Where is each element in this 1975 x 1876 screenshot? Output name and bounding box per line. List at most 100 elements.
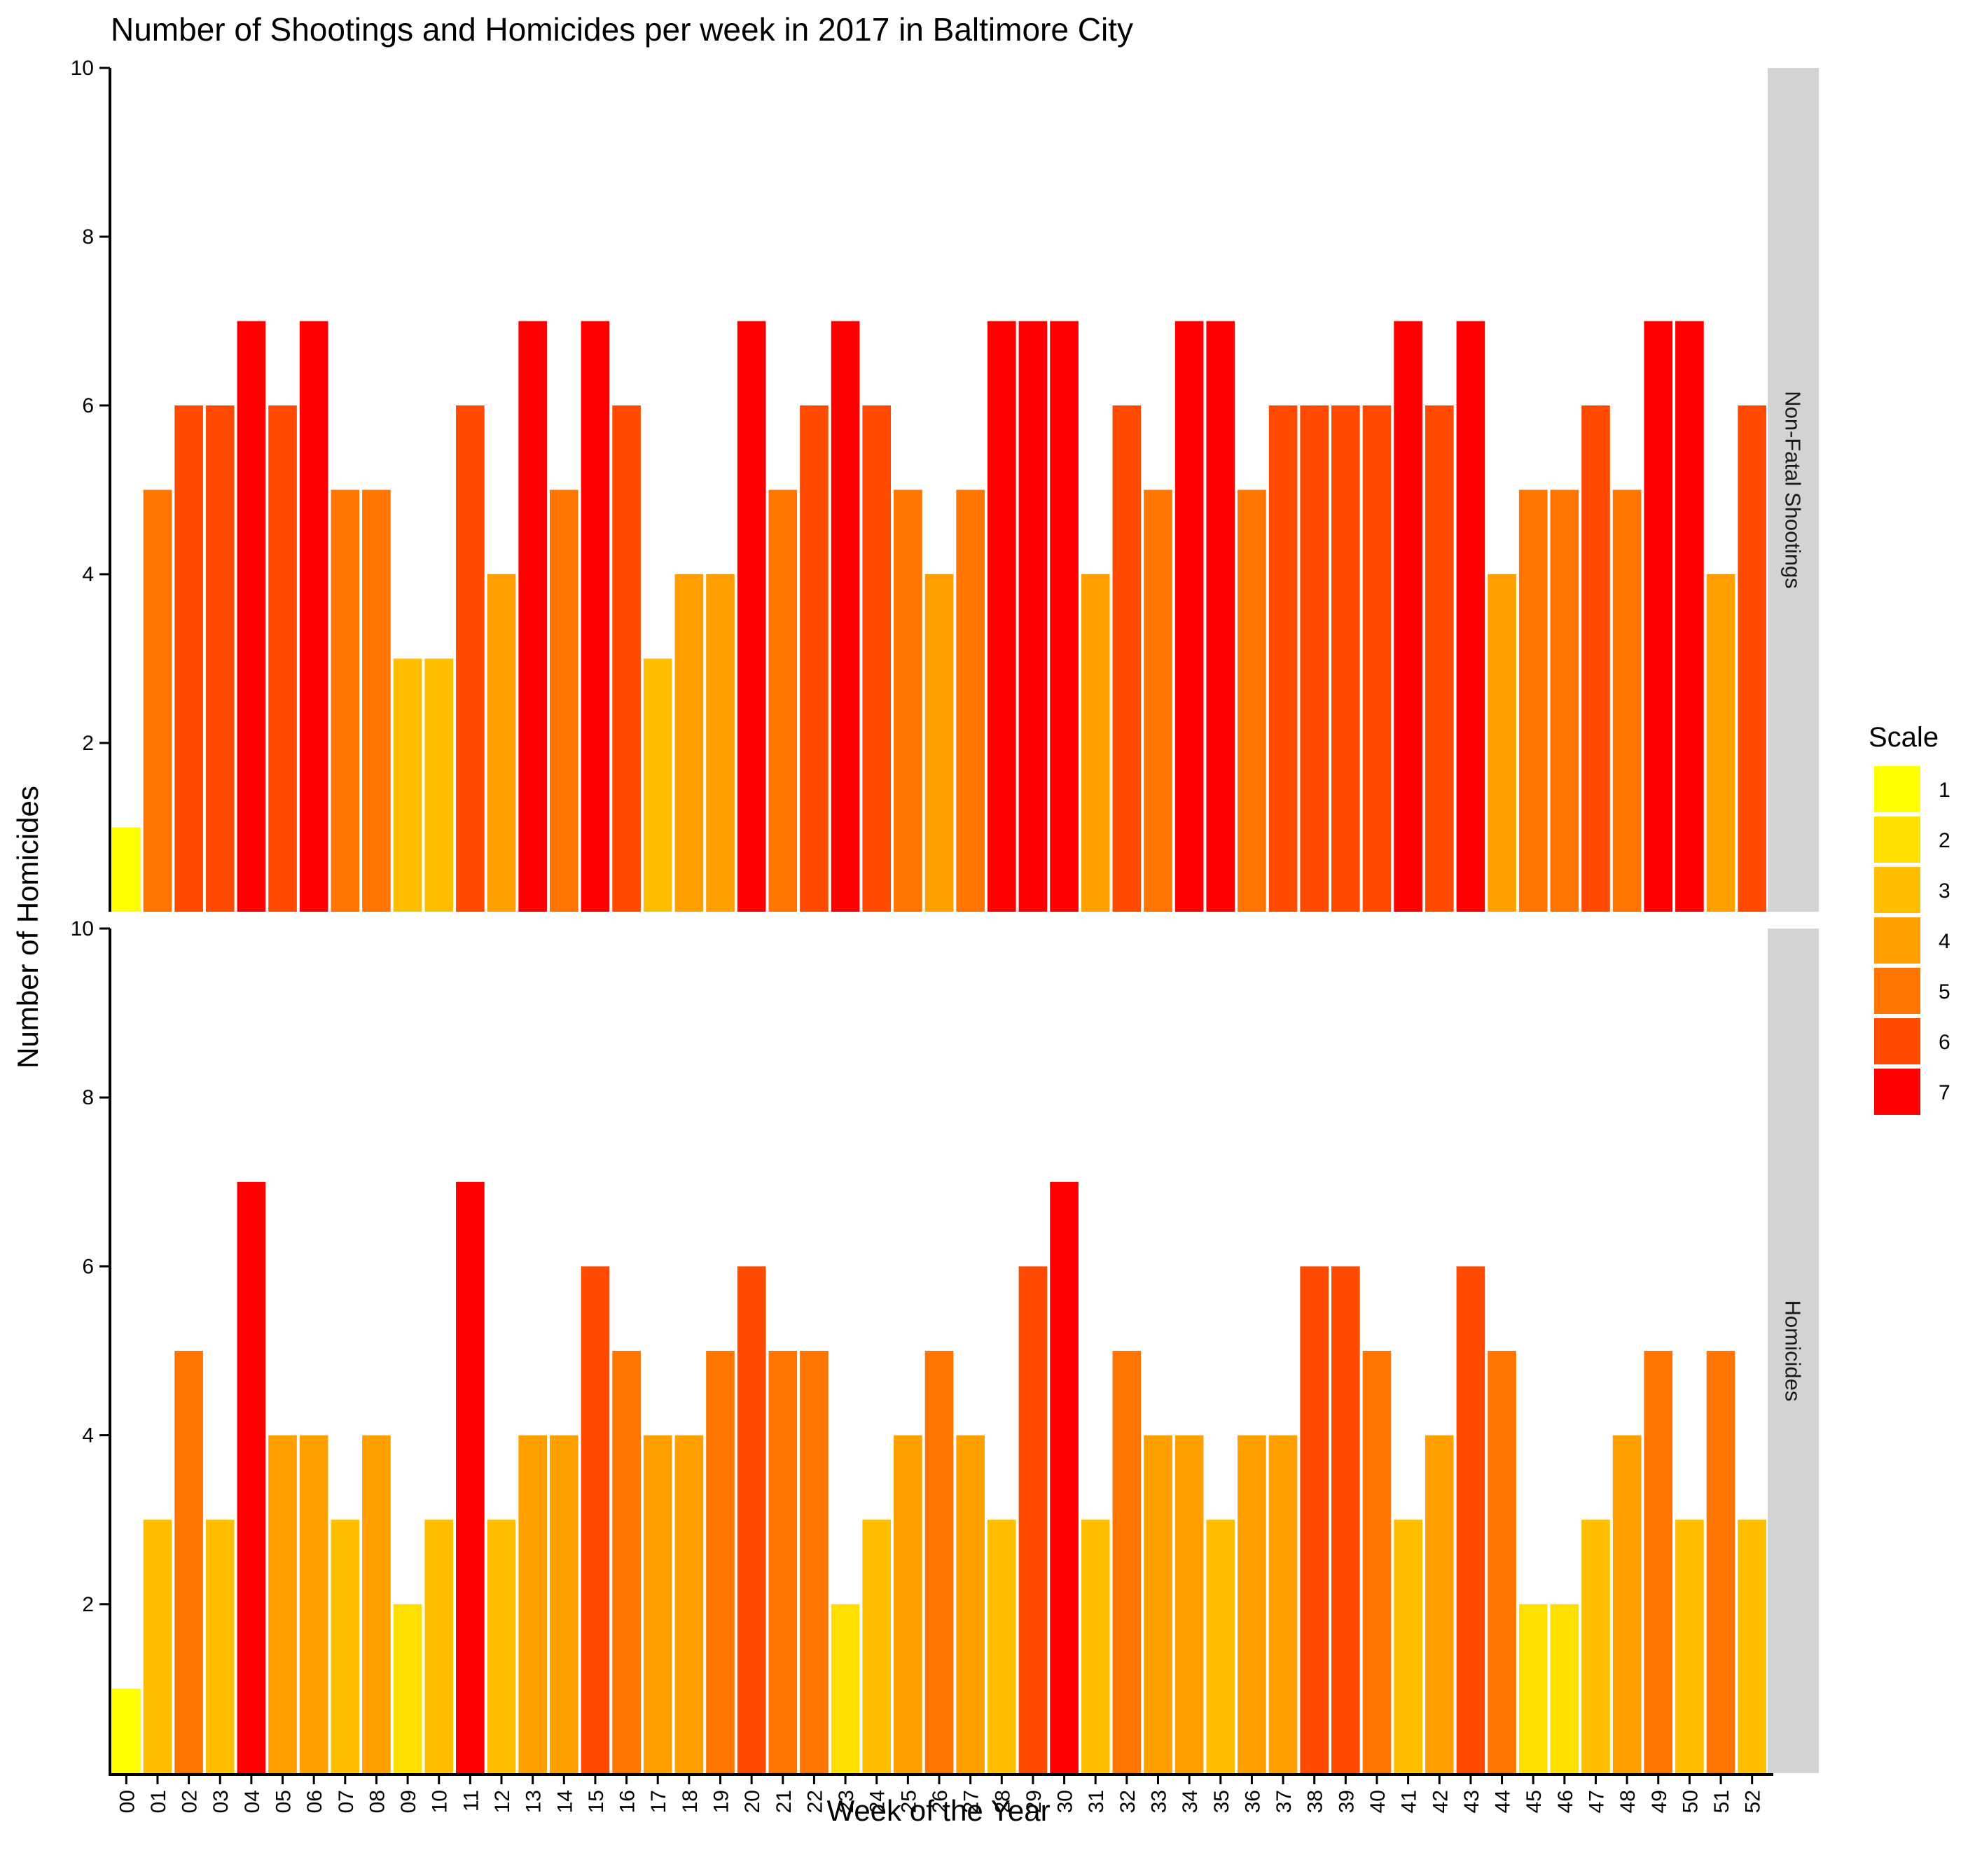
x-tick-label-40: 40 — [1366, 1790, 1390, 1813]
x-tick-label-37: 37 — [1273, 1790, 1296, 1813]
y-tick-label-2-10: 10 — [71, 917, 94, 940]
legend-label-3: 3 — [1939, 880, 1950, 903]
bar-2-30 — [1050, 1181, 1079, 1773]
legend-label-5: 5 — [1939, 980, 1950, 1003]
bar-2-51 — [1706, 1351, 1735, 1773]
bar-1-19 — [706, 574, 735, 912]
bar-1-15 — [581, 321, 610, 912]
bar-2-49 — [1644, 1351, 1673, 1773]
bar-1-03 — [205, 405, 235, 912]
legend-title: Scale — [1869, 722, 1939, 753]
bar-1-04 — [237, 321, 266, 912]
x-tick-label-43: 43 — [1460, 1790, 1483, 1813]
bar-1-21 — [768, 489, 798, 912]
x-tick-label-52: 52 — [1742, 1790, 1765, 1813]
x-tick-label-49: 49 — [1648, 1790, 1671, 1813]
bar-1-33 — [1144, 489, 1172, 912]
bar-1-16 — [612, 405, 641, 912]
x-tick-label-48: 48 — [1616, 1790, 1640, 1813]
bar-1-08 — [362, 489, 391, 912]
x-tick-label-33: 33 — [1147, 1790, 1170, 1813]
bar-1-14 — [549, 489, 578, 912]
legend-label-2: 2 — [1939, 829, 1950, 852]
bar-1-13 — [518, 321, 547, 912]
bar-1-01 — [143, 489, 172, 912]
y-tick-label-2-4: 4 — [82, 1424, 94, 1447]
bar-1-20 — [737, 321, 766, 912]
x-tick-label-36: 36 — [1241, 1790, 1264, 1813]
bar-1-41 — [1394, 321, 1422, 912]
bar-2-38 — [1300, 1266, 1329, 1773]
bar-2-43 — [1456, 1266, 1485, 1773]
bar-1-37 — [1268, 405, 1298, 912]
x-tick-label-02: 02 — [179, 1790, 202, 1813]
y-tick-label-1-8: 8 — [82, 225, 94, 249]
bar-2-39 — [1331, 1266, 1360, 1773]
bar-2-08 — [362, 1435, 391, 1773]
bar-2-00 — [112, 1688, 141, 1773]
x-tick-label-34: 34 — [1179, 1790, 1202, 1813]
bar-2-18 — [674, 1435, 704, 1773]
bar-2-14 — [549, 1435, 578, 1773]
bar-1-36 — [1238, 489, 1266, 912]
x-tick-label-04: 04 — [241, 1790, 264, 1813]
x-tick-label-22: 22 — [803, 1790, 826, 1813]
bar-2-42 — [1425, 1435, 1454, 1773]
bar-1-09 — [393, 658, 422, 912]
bar-2-05 — [268, 1435, 297, 1773]
bar-2-12 — [487, 1520, 516, 1773]
bar-1-34 — [1174, 321, 1204, 912]
bar-2-10 — [424, 1520, 454, 1773]
legend-key-3 — [1874, 867, 1920, 913]
x-tick-label-06: 06 — [303, 1790, 326, 1813]
x-tick-label-31: 31 — [1085, 1790, 1108, 1813]
panels: 2 4 6 8 10 Non-Fatal Shootings 2 4 6 8 10 Homicides — [71, 57, 1819, 1773]
y-tick-label-1-4: 4 — [82, 563, 94, 586]
bar-2-44 — [1488, 1351, 1516, 1773]
chart-title: Number of Shootings and Homicides per we… — [111, 11, 1133, 48]
bar-2-07 — [331, 1520, 360, 1773]
x-tick-label-46: 46 — [1554, 1790, 1577, 1813]
x-tick-label-20: 20 — [741, 1790, 764, 1813]
bar-2-23 — [831, 1604, 860, 1773]
bar-1-43 — [1456, 321, 1485, 912]
bar-2-02 — [174, 1351, 203, 1773]
x-tick-label-50: 50 — [1679, 1790, 1702, 1813]
bar-1-27 — [956, 489, 985, 912]
bar-1-31 — [1081, 574, 1110, 912]
x-tick-label-03: 03 — [209, 1790, 233, 1813]
bar-2-33 — [1144, 1435, 1172, 1773]
x-tick-label-42: 42 — [1429, 1790, 1452, 1813]
bar-1-00 — [112, 827, 141, 912]
x-tick-label-12: 12 — [491, 1790, 514, 1813]
bar-1-49 — [1644, 321, 1673, 912]
legend-key-1 — [1874, 766, 1920, 812]
bar-1-29 — [1018, 321, 1048, 912]
bar-1-23 — [831, 321, 860, 912]
bar-2-16 — [612, 1351, 641, 1773]
bar-1-02 — [174, 405, 203, 912]
x-tick-label-29: 29 — [1023, 1790, 1046, 1813]
bar-2-13 — [518, 1435, 547, 1773]
legend-key-4 — [1874, 917, 1920, 964]
legend: Scale 1 2 3 4 5 6 7 — [1869, 722, 1950, 1115]
bar-1-45 — [1518, 489, 1548, 912]
x-tick-label-25: 25 — [897, 1790, 920, 1813]
panel-1: 2 4 6 8 10 Non-Fatal Shootings — [71, 57, 1819, 912]
y-tick-label-1-2: 2 — [82, 732, 94, 755]
x-tick-label-14: 14 — [553, 1790, 576, 1813]
bar-2-28 — [987, 1520, 1016, 1773]
bar-1-11 — [456, 405, 485, 912]
bar-1-38 — [1300, 405, 1329, 912]
bar-2-52 — [1738, 1520, 1766, 1773]
x-tick-label-15: 15 — [585, 1790, 608, 1813]
bar-2-15 — [581, 1266, 610, 1773]
facet-strip-2 — [1768, 929, 1819, 1773]
x-tick-label-07: 07 — [335, 1790, 358, 1813]
bar-1-51 — [1706, 574, 1735, 912]
x-tick-label-23: 23 — [835, 1790, 858, 1813]
bar-1-06 — [299, 321, 328, 912]
bar-1-46 — [1550, 489, 1579, 912]
y-tick-label-2-6: 6 — [82, 1255, 94, 1278]
